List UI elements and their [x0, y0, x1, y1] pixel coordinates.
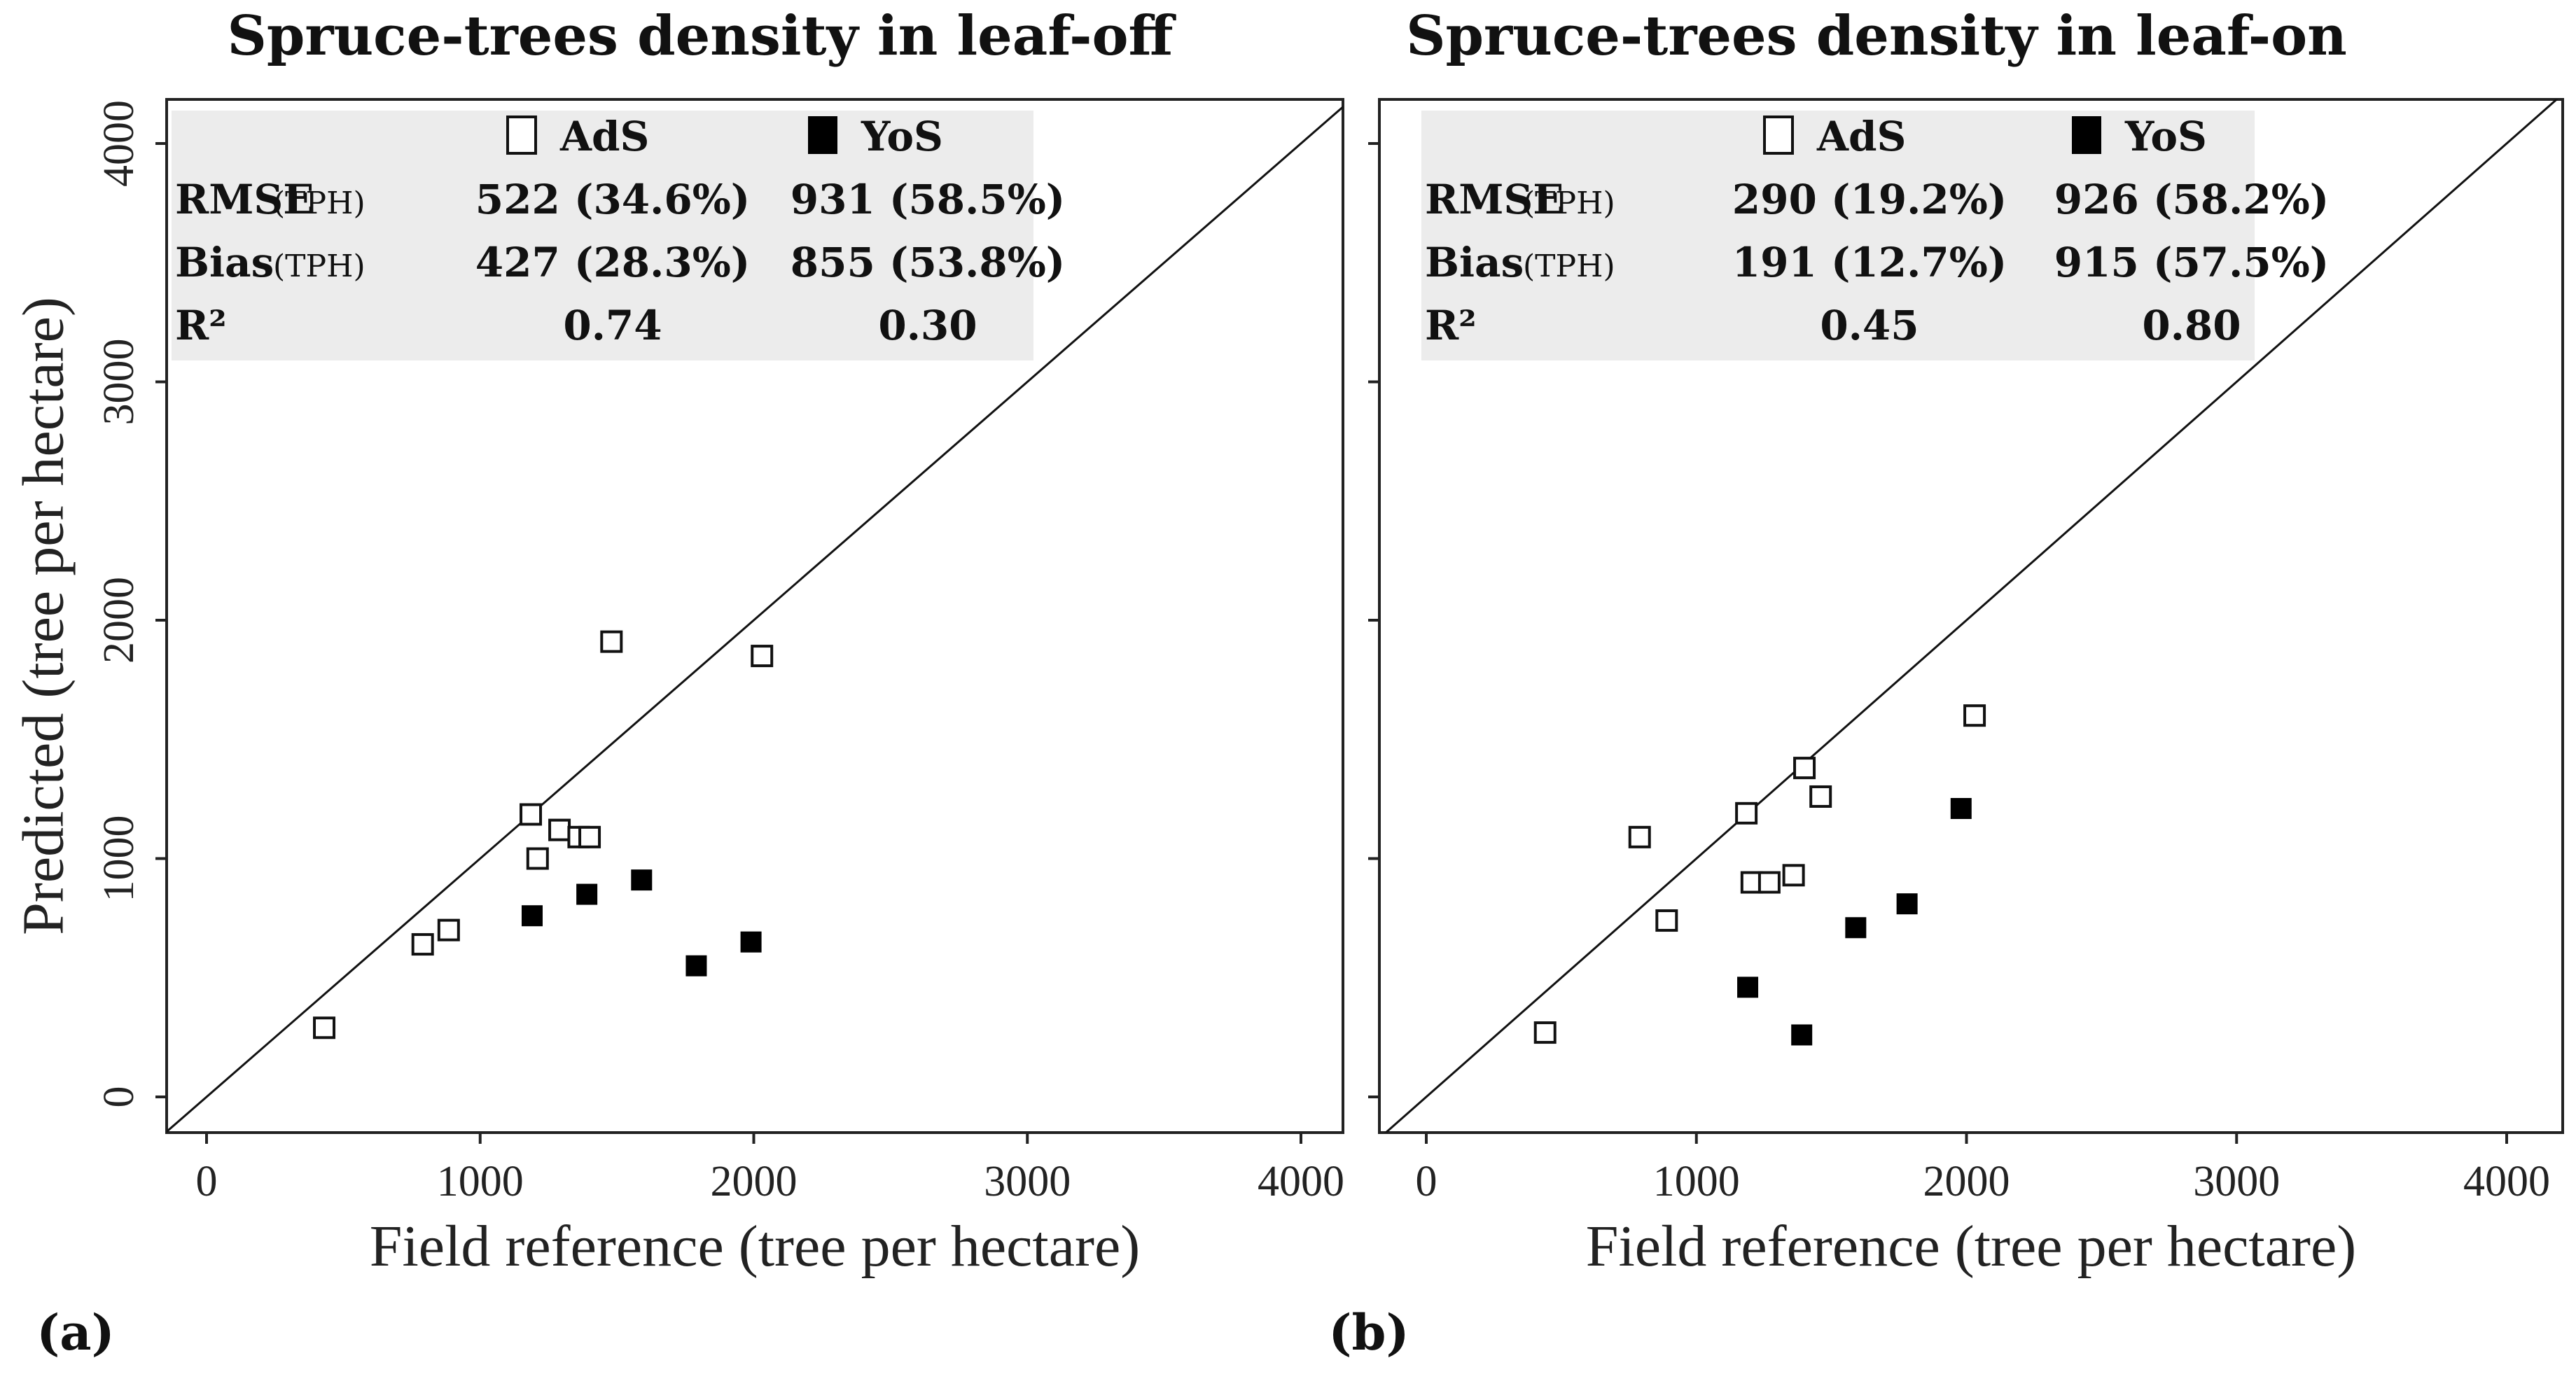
point-ads — [1757, 871, 1781, 894]
x-tick-label: 0 — [1416, 1158, 1437, 1205]
point-yos — [576, 883, 598, 905]
stat-yos-value: 855 (53.8%) — [791, 239, 1066, 286]
one-to-one-line — [167, 105, 1343, 1133]
point-ads — [600, 630, 623, 653]
point-yos — [521, 905, 543, 927]
stat-row-unit: (TPH) — [1523, 248, 1615, 284]
one-to-one-line — [1384, 99, 2558, 1133]
stat-row-label: RMSE — [175, 176, 314, 223]
stat-ads-value: 290 (19.2%) — [1732, 176, 2007, 223]
panel-letter: (a) — [36, 1303, 115, 1362]
y-tick-label: 0 — [95, 1086, 143, 1108]
legend-marker-ads — [506, 115, 537, 155]
point-yos — [631, 869, 653, 891]
legend-marker-ads — [1763, 115, 1794, 155]
point-ads — [526, 847, 549, 870]
stat-row-unit: (TPH) — [273, 186, 365, 221]
point-ads — [1793, 757, 1816, 780]
panel-a: Spruce-trees density in leaf-off 0 1000 200… — [11, 4, 1344, 1362]
stats-table-background — [172, 111, 1033, 360]
chart-title: Spruce-trees density in leaf-off — [227, 4, 1176, 68]
stat-ads-value: 427 (28.3%) — [475, 239, 751, 286]
point-yos — [740, 931, 762, 953]
point-ads — [1655, 909, 1678, 932]
stat-yos-value: 0.30 — [878, 302, 977, 349]
stat-ads-value: 0.74 — [563, 302, 662, 349]
x-tick-label: 4000 — [1258, 1158, 1344, 1205]
y-tick-label: 2000 — [95, 577, 143, 664]
legend-label-yos: YoS — [861, 113, 943, 160]
legend-label-ads: AdS — [559, 113, 649, 160]
stat-row-label: Bias — [1425, 239, 1524, 286]
x-tick-label: 3000 — [2193, 1158, 2280, 1205]
x-tick-label: 4000 — [2463, 1158, 2550, 1205]
point-ads — [520, 803, 543, 826]
stat-row-label: Bias — [175, 239, 274, 286]
x-tick-label: 2000 — [711, 1158, 798, 1205]
x-axis-label: Field reference (tree per hectare) — [370, 1214, 1141, 1279]
point-ads — [1782, 864, 1805, 887]
point-yos — [1737, 976, 1759, 998]
x-tick-label: 3000 — [984, 1158, 1071, 1205]
stat-ads-value: 0.45 — [1820, 302, 1919, 349]
stat-row-label: R² — [175, 302, 227, 349]
x-tick-label: 1000 — [437, 1158, 524, 1205]
point-yos — [1950, 797, 1972, 819]
point-ads — [578, 825, 601, 848]
y-tick-label: 1000 — [95, 816, 143, 902]
point-ads — [437, 918, 460, 941]
legend-marker-yos — [808, 116, 837, 154]
point-ads — [411, 933, 434, 956]
stat-ads-value: 191 (12.7%) — [1732, 239, 2007, 286]
point-ads — [1809, 785, 1832, 808]
stat-row-label: RMSE — [1425, 176, 1564, 223]
point-ads — [1735, 802, 1758, 825]
point-yos — [1845, 917, 1867, 939]
stat-yos-value: 915 (57.5%) — [2054, 239, 2330, 286]
legend-marker-yos — [2072, 116, 2101, 154]
stat-yos-value: 926 (58.2%) — [2054, 176, 2330, 223]
stat-row-unit: (TPH) — [273, 248, 365, 284]
panel-b: Spruce-trees density in leaf-on 0 1000 2000… — [1328, 4, 2564, 1362]
legend-label-ads: AdS — [1816, 113, 1906, 160]
y-axis-label: Predicted (tree per hectare) — [11, 297, 76, 935]
stat-yos-value: 0.80 — [2142, 302, 2241, 349]
stats-table-background — [1421, 111, 2255, 360]
x-axis-label: Field reference (tree per hectare) — [1586, 1214, 2357, 1279]
point-yos — [1791, 1024, 1813, 1046]
stat-ads-value: 522 (34.6%) — [475, 176, 751, 223]
point-ads — [1963, 704, 1986, 727]
x-tick-label: 0 — [196, 1158, 218, 1205]
point-ads — [751, 645, 774, 668]
stat-yos-value: 931 (58.5%) — [791, 176, 1066, 223]
point-ads — [548, 818, 571, 841]
y-tick-label: 4000 — [95, 100, 143, 187]
stat-row-label: R² — [1425, 302, 1477, 349]
point-ads — [313, 1016, 336, 1040]
legend-label-yos: YoS — [2124, 113, 2207, 160]
point-ads — [1533, 1021, 1557, 1044]
x-tick-label: 2000 — [1923, 1158, 2010, 1205]
point-yos — [685, 955, 707, 976]
point-ads — [1628, 825, 1651, 848]
y-tick-label: 3000 — [95, 339, 143, 426]
panel-letter: (b) — [1328, 1303, 1409, 1362]
chart-title: Spruce-trees density in leaf-on — [1406, 4, 2347, 68]
plot-frame — [1378, 98, 2564, 1134]
x-tick-label: 1000 — [1653, 1158, 1740, 1205]
stat-row-unit: (TPH) — [1523, 186, 1615, 221]
point-yos — [1896, 893, 1918, 915]
